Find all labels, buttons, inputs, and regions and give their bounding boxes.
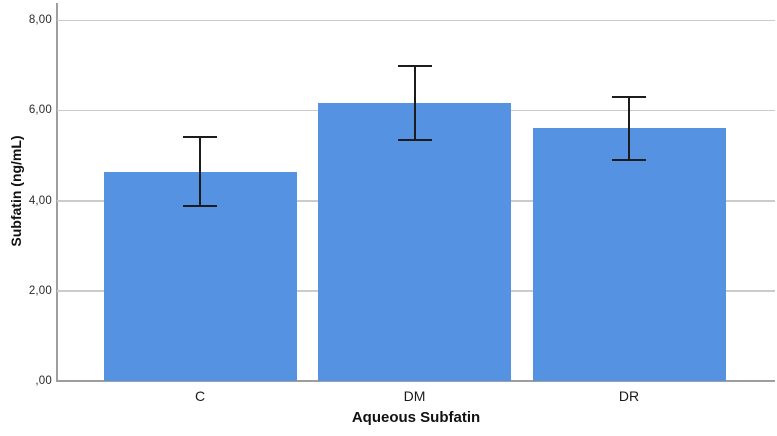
x-tick-label: DM: [403, 388, 426, 404]
error-bar-DR: [612, 95, 646, 162]
bar-DM: [318, 103, 511, 381]
x-axis-title: Aqueous Subfatin: [351, 409, 481, 426]
plot-area: [57, 19, 775, 381]
gridline: [57, 19, 775, 21]
y-axis-line: [56, 3, 58, 382]
x-tick-label: C: [194, 388, 206, 404]
bar-DR: [532, 128, 726, 381]
y-tick-label: 8,00: [28, 14, 52, 26]
y-tick-label: 6,00: [28, 104, 52, 117]
error-bar-C: [183, 136, 217, 207]
y-tick-label: ,00: [35, 375, 52, 387]
x-axis-line: [56, 380, 775, 382]
x-axis-ticks: C DM DR: [57, 388, 775, 406]
error-bar-DM: [397, 64, 432, 141]
y-tick-label: 4,00: [28, 194, 52, 207]
x-tick-label: DR: [618, 388, 640, 404]
y-tick-label: 2,00: [28, 284, 52, 297]
y-axis-ticks: ,00 2,00 4,00 6,00 8,00: [0, 14, 52, 387]
